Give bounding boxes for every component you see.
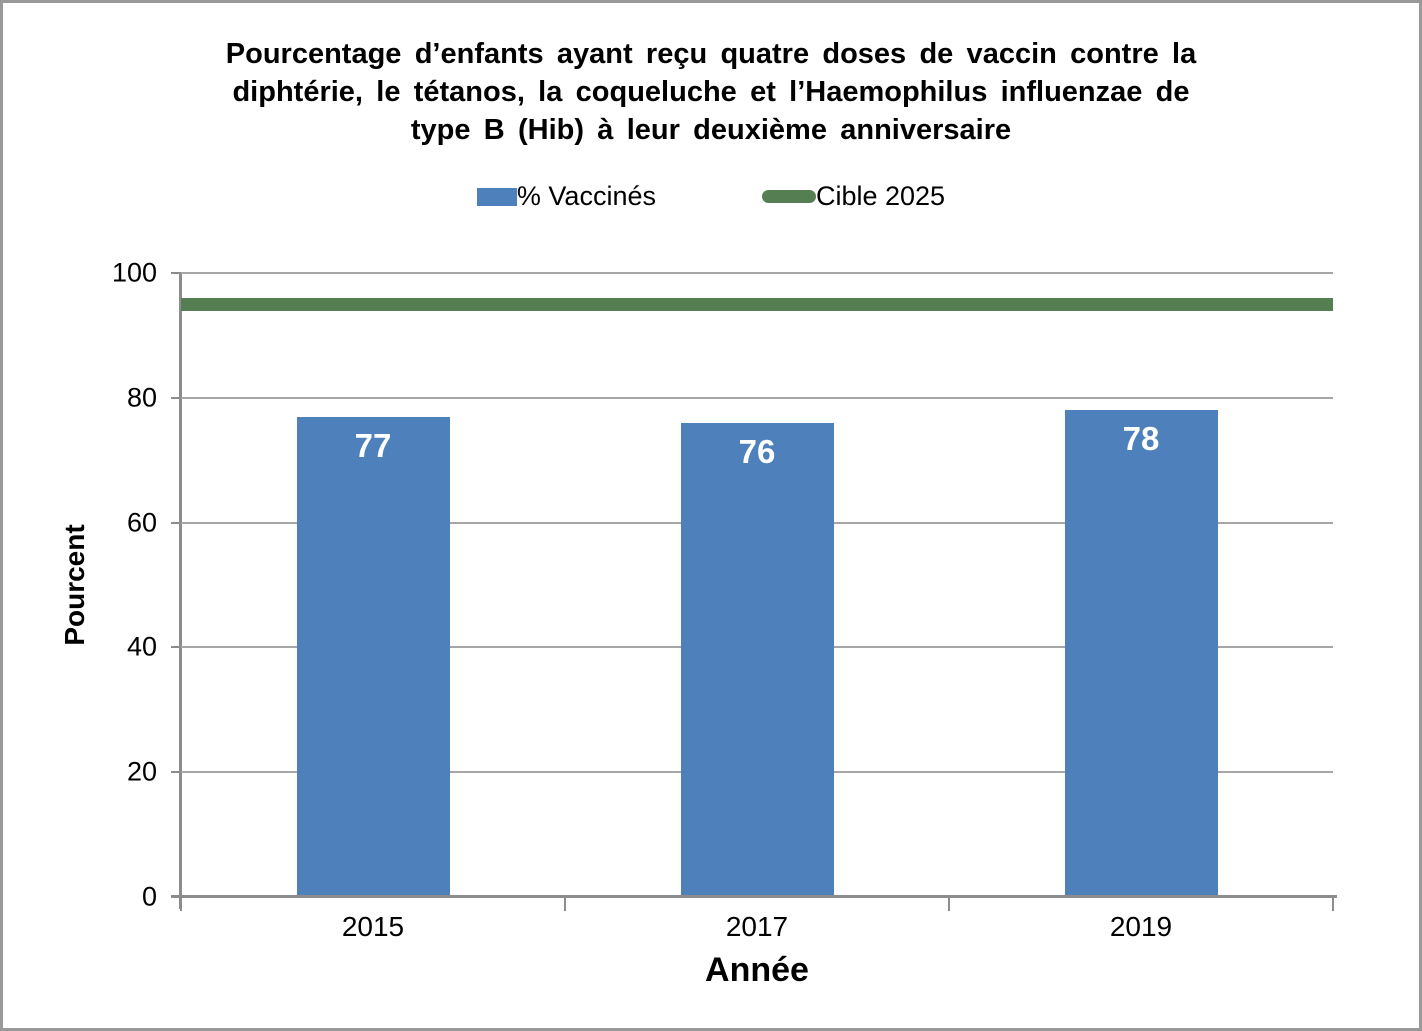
- y-axis-tick: [171, 521, 181, 524]
- x-axis-tick: [564, 898, 566, 911]
- chart-title-line-2: diphtérie, le tétanos, la coqueluche et …: [232, 76, 1190, 108]
- y-tick-label: 60: [126, 507, 157, 538]
- x-axis-line: [171, 895, 1337, 898]
- x-tick-label: 2019: [1109, 911, 1173, 942]
- bar-data-label: 78: [1122, 420, 1160, 458]
- y-axis-tick: [171, 396, 181, 399]
- x-axis-title: Année: [705, 951, 809, 989]
- x-axis-tick: [1332, 898, 1334, 911]
- bar-data-label: 77: [354, 426, 392, 464]
- y-tick-label: 40: [126, 631, 157, 662]
- chart-title: Pourcentage d’enfants ayant reçu quatre …: [141, 35, 1281, 149]
- x-axis-tick: [948, 898, 950, 911]
- x-axis-tick: [180, 898, 182, 911]
- chart-title-line-3: type B (Hib) à leur deuxième anniversair…: [410, 114, 1012, 146]
- legend-swatch-vaccinated-icon: [476, 187, 517, 206]
- bar: 78: [1064, 410, 1218, 897]
- y-tick-label: 100: [111, 257, 157, 288]
- x-tick-label: 2015: [341, 911, 405, 942]
- plot-area: 77 76 78: [181, 272, 1333, 897]
- gridline: [181, 396, 1333, 399]
- legend-item-vaccinated: % Vaccinés: [476, 181, 656, 212]
- legend-label-target: Cible 2025: [815, 181, 946, 211]
- x-tick-label: 2017: [725, 911, 789, 942]
- bar: 76: [680, 422, 834, 897]
- legend-item-target: Cible 2025: [761, 181, 946, 212]
- y-axis-tick: [171, 272, 181, 274]
- y-tick-label: 20: [126, 756, 157, 787]
- y-tick-label: 80: [126, 382, 157, 413]
- chart-title-line-1: Pourcentage d’enfants ayant reçu quatre …: [225, 38, 1197, 70]
- legend: % Vaccinés Cible 2025: [3, 181, 1419, 212]
- y-tick-label: 0: [141, 881, 157, 912]
- target-line: [181, 297, 1333, 311]
- legend-swatch-target-icon: [761, 190, 816, 203]
- y-axis-tick: [171, 646, 181, 649]
- gridline: [181, 272, 1333, 274]
- legend-label-vaccinated: % Vaccinés: [516, 181, 656, 211]
- y-axis-line: [179, 273, 182, 909]
- bar-data-label: 76: [738, 432, 776, 470]
- y-axis-tick: [171, 771, 181, 774]
- bar: 77: [296, 416, 450, 897]
- y-axis-title: Pourcent: [59, 524, 90, 646]
